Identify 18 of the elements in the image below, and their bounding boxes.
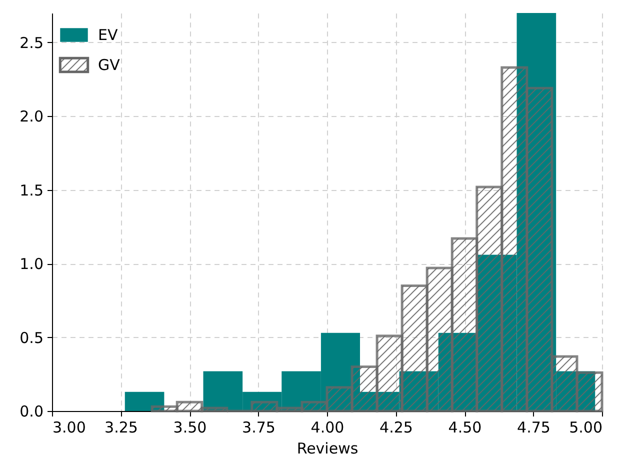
x-tick-label: 3.25 xyxy=(104,418,138,436)
x-tick-label: 4.50 xyxy=(448,418,482,436)
x-tick-label: 4.75 xyxy=(517,418,550,436)
y-tick-label: 0.0 xyxy=(20,402,44,420)
legend-label: EV xyxy=(98,26,118,44)
x-tick-label: 5.00 xyxy=(569,418,602,436)
y-tick-label: 1.0 xyxy=(20,255,44,274)
x-tick-label: 4.25 xyxy=(380,418,413,436)
x-tick-label: 3.75 xyxy=(242,418,276,436)
x-tick-label: 4.00 xyxy=(310,418,344,436)
y-tick-label: 0.5 xyxy=(20,328,44,347)
legend-label: GV xyxy=(98,56,121,74)
y-tick-label: 2.5 xyxy=(20,34,44,52)
x-tick-label: 3.50 xyxy=(173,418,207,436)
y-tick-label: 1.5 xyxy=(20,181,44,200)
x-tick-label: 3.00 xyxy=(52,418,86,436)
y-tick-label: 2.0 xyxy=(20,108,44,126)
x-axis-title: Reviews xyxy=(296,440,358,458)
